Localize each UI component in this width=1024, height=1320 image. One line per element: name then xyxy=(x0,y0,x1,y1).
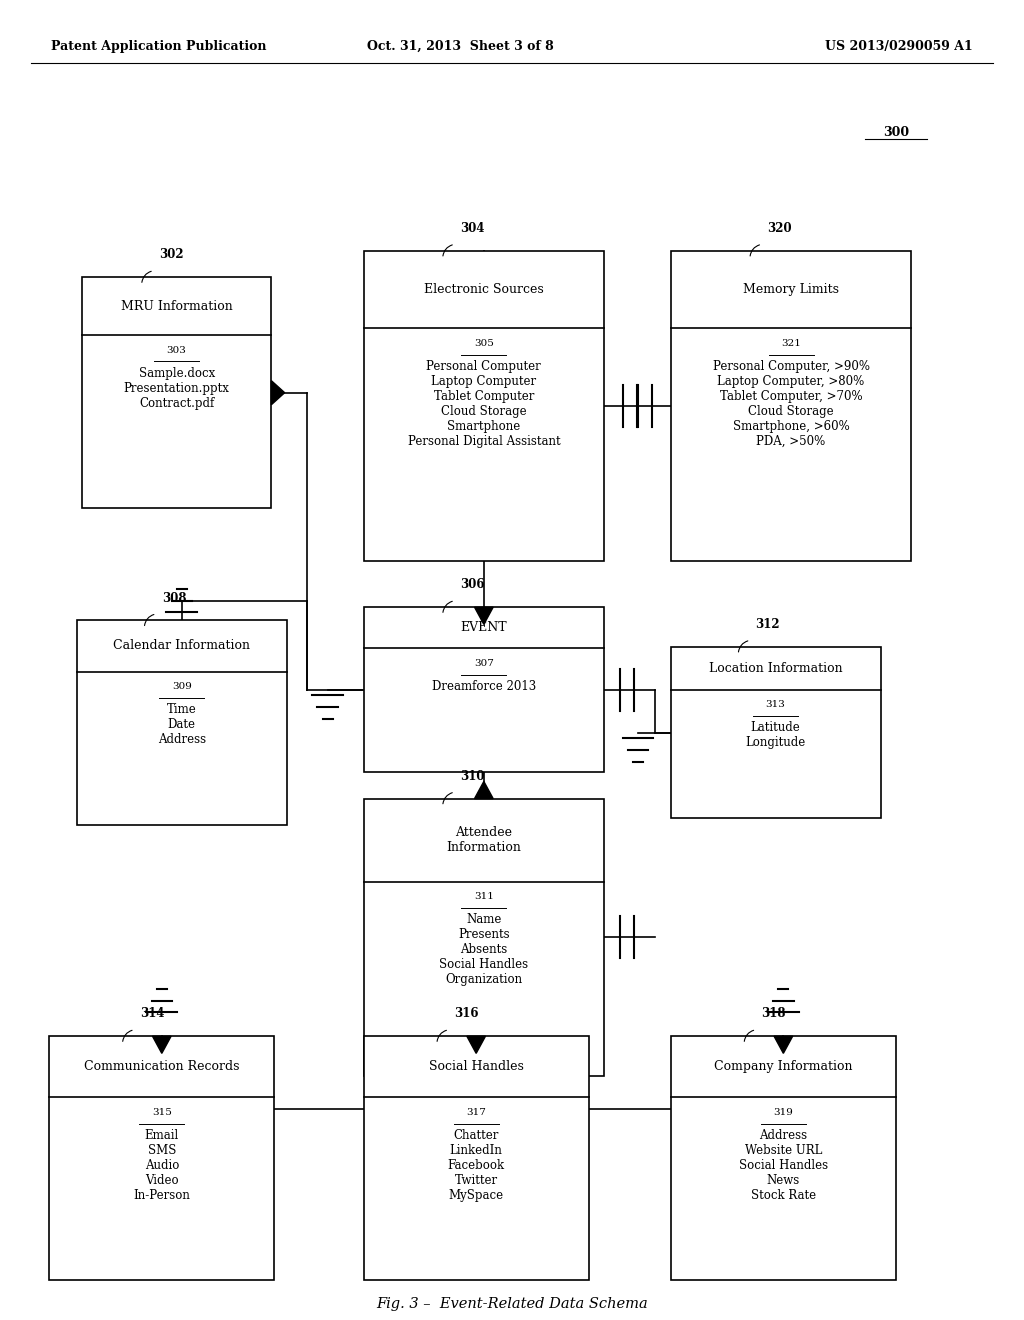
Text: 300: 300 xyxy=(883,125,909,139)
Text: 302: 302 xyxy=(159,248,183,261)
Text: Dreamforce 2013: Dreamforce 2013 xyxy=(432,680,536,693)
Text: 304: 304 xyxy=(460,222,484,235)
Text: Personal Computer, >90%
Laptop Computer, >80%
Tablet Computer, >70%
Cloud Storag: Personal Computer, >90% Laptop Computer,… xyxy=(713,360,869,447)
Bar xyxy=(364,251,604,561)
Text: MRU Information: MRU Information xyxy=(121,300,232,313)
Text: 305: 305 xyxy=(474,339,494,348)
Text: Calendar Information: Calendar Information xyxy=(114,639,250,652)
Text: 320: 320 xyxy=(767,222,792,235)
Text: US 2013/0290059 A1: US 2013/0290059 A1 xyxy=(825,40,973,53)
Polygon shape xyxy=(467,1036,485,1053)
Bar xyxy=(77,620,287,825)
Text: Chatter
LinkedIn
Facebook
Twitter
MySpace: Chatter LinkedIn Facebook Twitter MySpac… xyxy=(447,1129,505,1203)
Bar xyxy=(671,251,911,561)
Text: 307: 307 xyxy=(474,659,494,668)
Text: Company Information: Company Information xyxy=(714,1060,853,1073)
Bar xyxy=(671,1036,896,1280)
Polygon shape xyxy=(271,380,285,405)
Bar xyxy=(364,607,604,772)
Text: 306: 306 xyxy=(460,578,484,591)
Text: Email
SMS
Audio
Video
In-Person: Email SMS Audio Video In-Person xyxy=(133,1129,190,1203)
Text: Latitude
Longitude: Latitude Longitude xyxy=(745,721,806,750)
Text: 314: 314 xyxy=(140,1007,165,1020)
Text: 311: 311 xyxy=(474,892,494,902)
Text: Name
Presents
Absents
Social Handles
Organization: Name Presents Absents Social Handles Org… xyxy=(439,913,528,986)
Text: 310: 310 xyxy=(460,770,484,783)
Text: Social Handles: Social Handles xyxy=(429,1060,523,1073)
Polygon shape xyxy=(153,1036,171,1053)
Text: Attendee
Information: Attendee Information xyxy=(446,826,521,854)
Bar xyxy=(364,799,604,1076)
Text: 317: 317 xyxy=(466,1107,486,1117)
Text: 312: 312 xyxy=(756,618,780,631)
Text: EVENT: EVENT xyxy=(461,622,507,635)
Bar xyxy=(49,1036,274,1280)
Text: Personal Computer
Laptop Computer
Tablet Computer
Cloud Storage
Smartphone
Perso: Personal Computer Laptop Computer Tablet… xyxy=(408,360,560,447)
Text: 308: 308 xyxy=(162,591,186,605)
Text: Electronic Sources: Electronic Sources xyxy=(424,282,544,296)
Bar xyxy=(364,1036,589,1280)
Bar xyxy=(82,277,271,508)
Text: 303: 303 xyxy=(167,346,186,355)
Text: Sample.docx
Presentation.pptx
Contract.pdf: Sample.docx Presentation.pptx Contract.p… xyxy=(124,367,229,409)
Text: Communication Records: Communication Records xyxy=(84,1060,240,1073)
Bar xyxy=(671,647,881,818)
Text: 316: 316 xyxy=(455,1007,479,1020)
Text: 315: 315 xyxy=(152,1107,172,1117)
Polygon shape xyxy=(474,781,494,799)
Polygon shape xyxy=(474,607,494,624)
Text: 313: 313 xyxy=(766,700,785,709)
Text: Patent Application Publication: Patent Application Publication xyxy=(51,40,266,53)
Polygon shape xyxy=(774,1036,793,1053)
Text: 321: 321 xyxy=(781,339,801,348)
Text: Fig. 3 –  Event-Related Data Schema: Fig. 3 – Event-Related Data Schema xyxy=(376,1298,648,1311)
Text: Time
Date
Address: Time Date Address xyxy=(158,704,206,746)
Text: 309: 309 xyxy=(172,682,191,692)
Text: 319: 319 xyxy=(773,1107,794,1117)
Text: Location Information: Location Information xyxy=(709,661,843,675)
Text: Address
Website URL
Social Handles
News
Stock Rate: Address Website URL Social Handles News … xyxy=(738,1129,828,1203)
Text: Oct. 31, 2013  Sheet 3 of 8: Oct. 31, 2013 Sheet 3 of 8 xyxy=(368,40,554,53)
Text: Memory Limits: Memory Limits xyxy=(743,282,839,296)
Text: 318: 318 xyxy=(762,1007,786,1020)
